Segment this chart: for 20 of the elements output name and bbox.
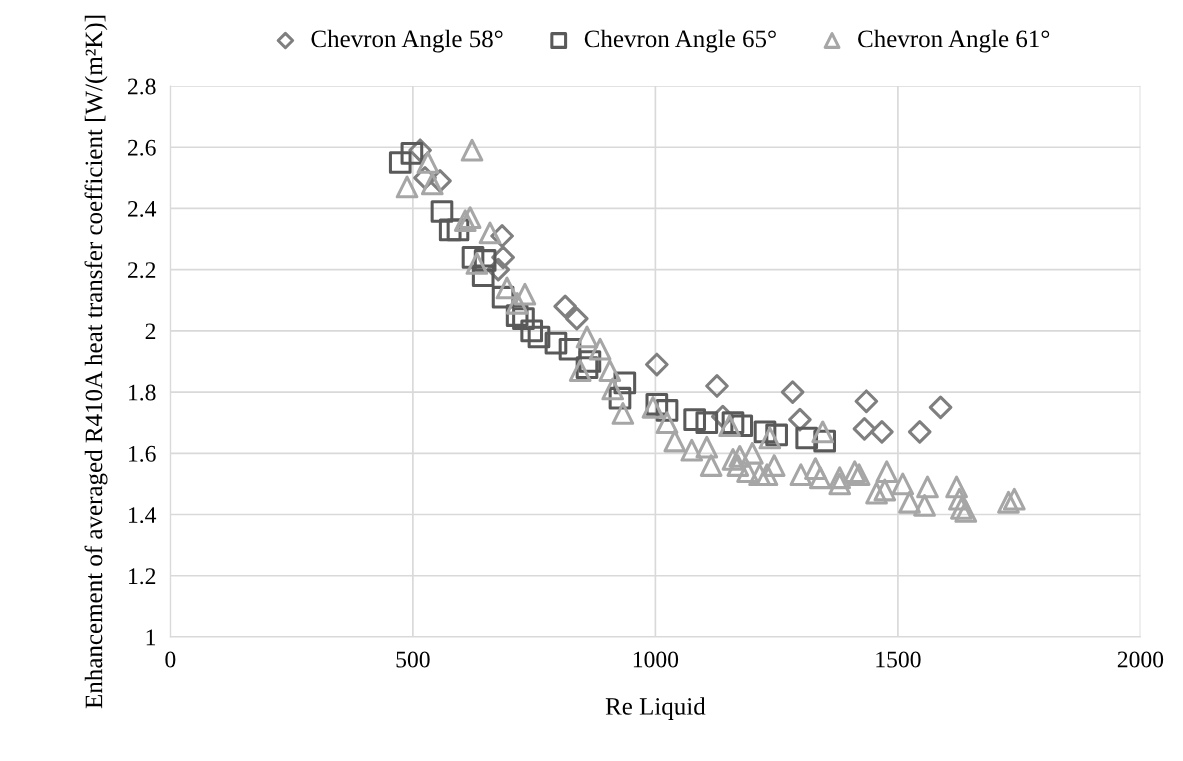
y-tick-label: 2.8	[127, 78, 156, 95]
y-tick-label: 1.2	[129, 568, 156, 585]
legend-label: Chevron Angle 58°	[311, 29, 503, 53]
y-tick-label: 1.8	[129, 384, 156, 401]
y-tick-label: 2.6	[127, 139, 156, 156]
x-tick-label: 2000	[1117, 651, 1164, 668]
x-axis-title: Re Liquid	[605, 697, 706, 720]
y-tick-label: 1.4	[129, 507, 157, 524]
y-tick-label: 2.4	[127, 200, 157, 217]
y-tick-label: 1.6	[129, 445, 156, 462]
x-tick-label: 0	[165, 651, 176, 668]
x-tick-label: 500	[396, 651, 430, 668]
legend-label: Chevron Angle 65°	[584, 29, 776, 53]
y-tick-label: 1	[146, 629, 156, 646]
legend-label: Chevron Angle 61°	[858, 29, 1050, 53]
y-axis-title: Enhancement of averaged R410A heat transfer coefficient [W/(m²K)]	[84, 15, 108, 709]
y-tick-label: 2	[145, 323, 156, 340]
y-tick-label: 2.2	[127, 262, 156, 279]
x-tick-label: 1000	[633, 651, 679, 668]
x-tick-label: 1500	[876, 651, 921, 668]
